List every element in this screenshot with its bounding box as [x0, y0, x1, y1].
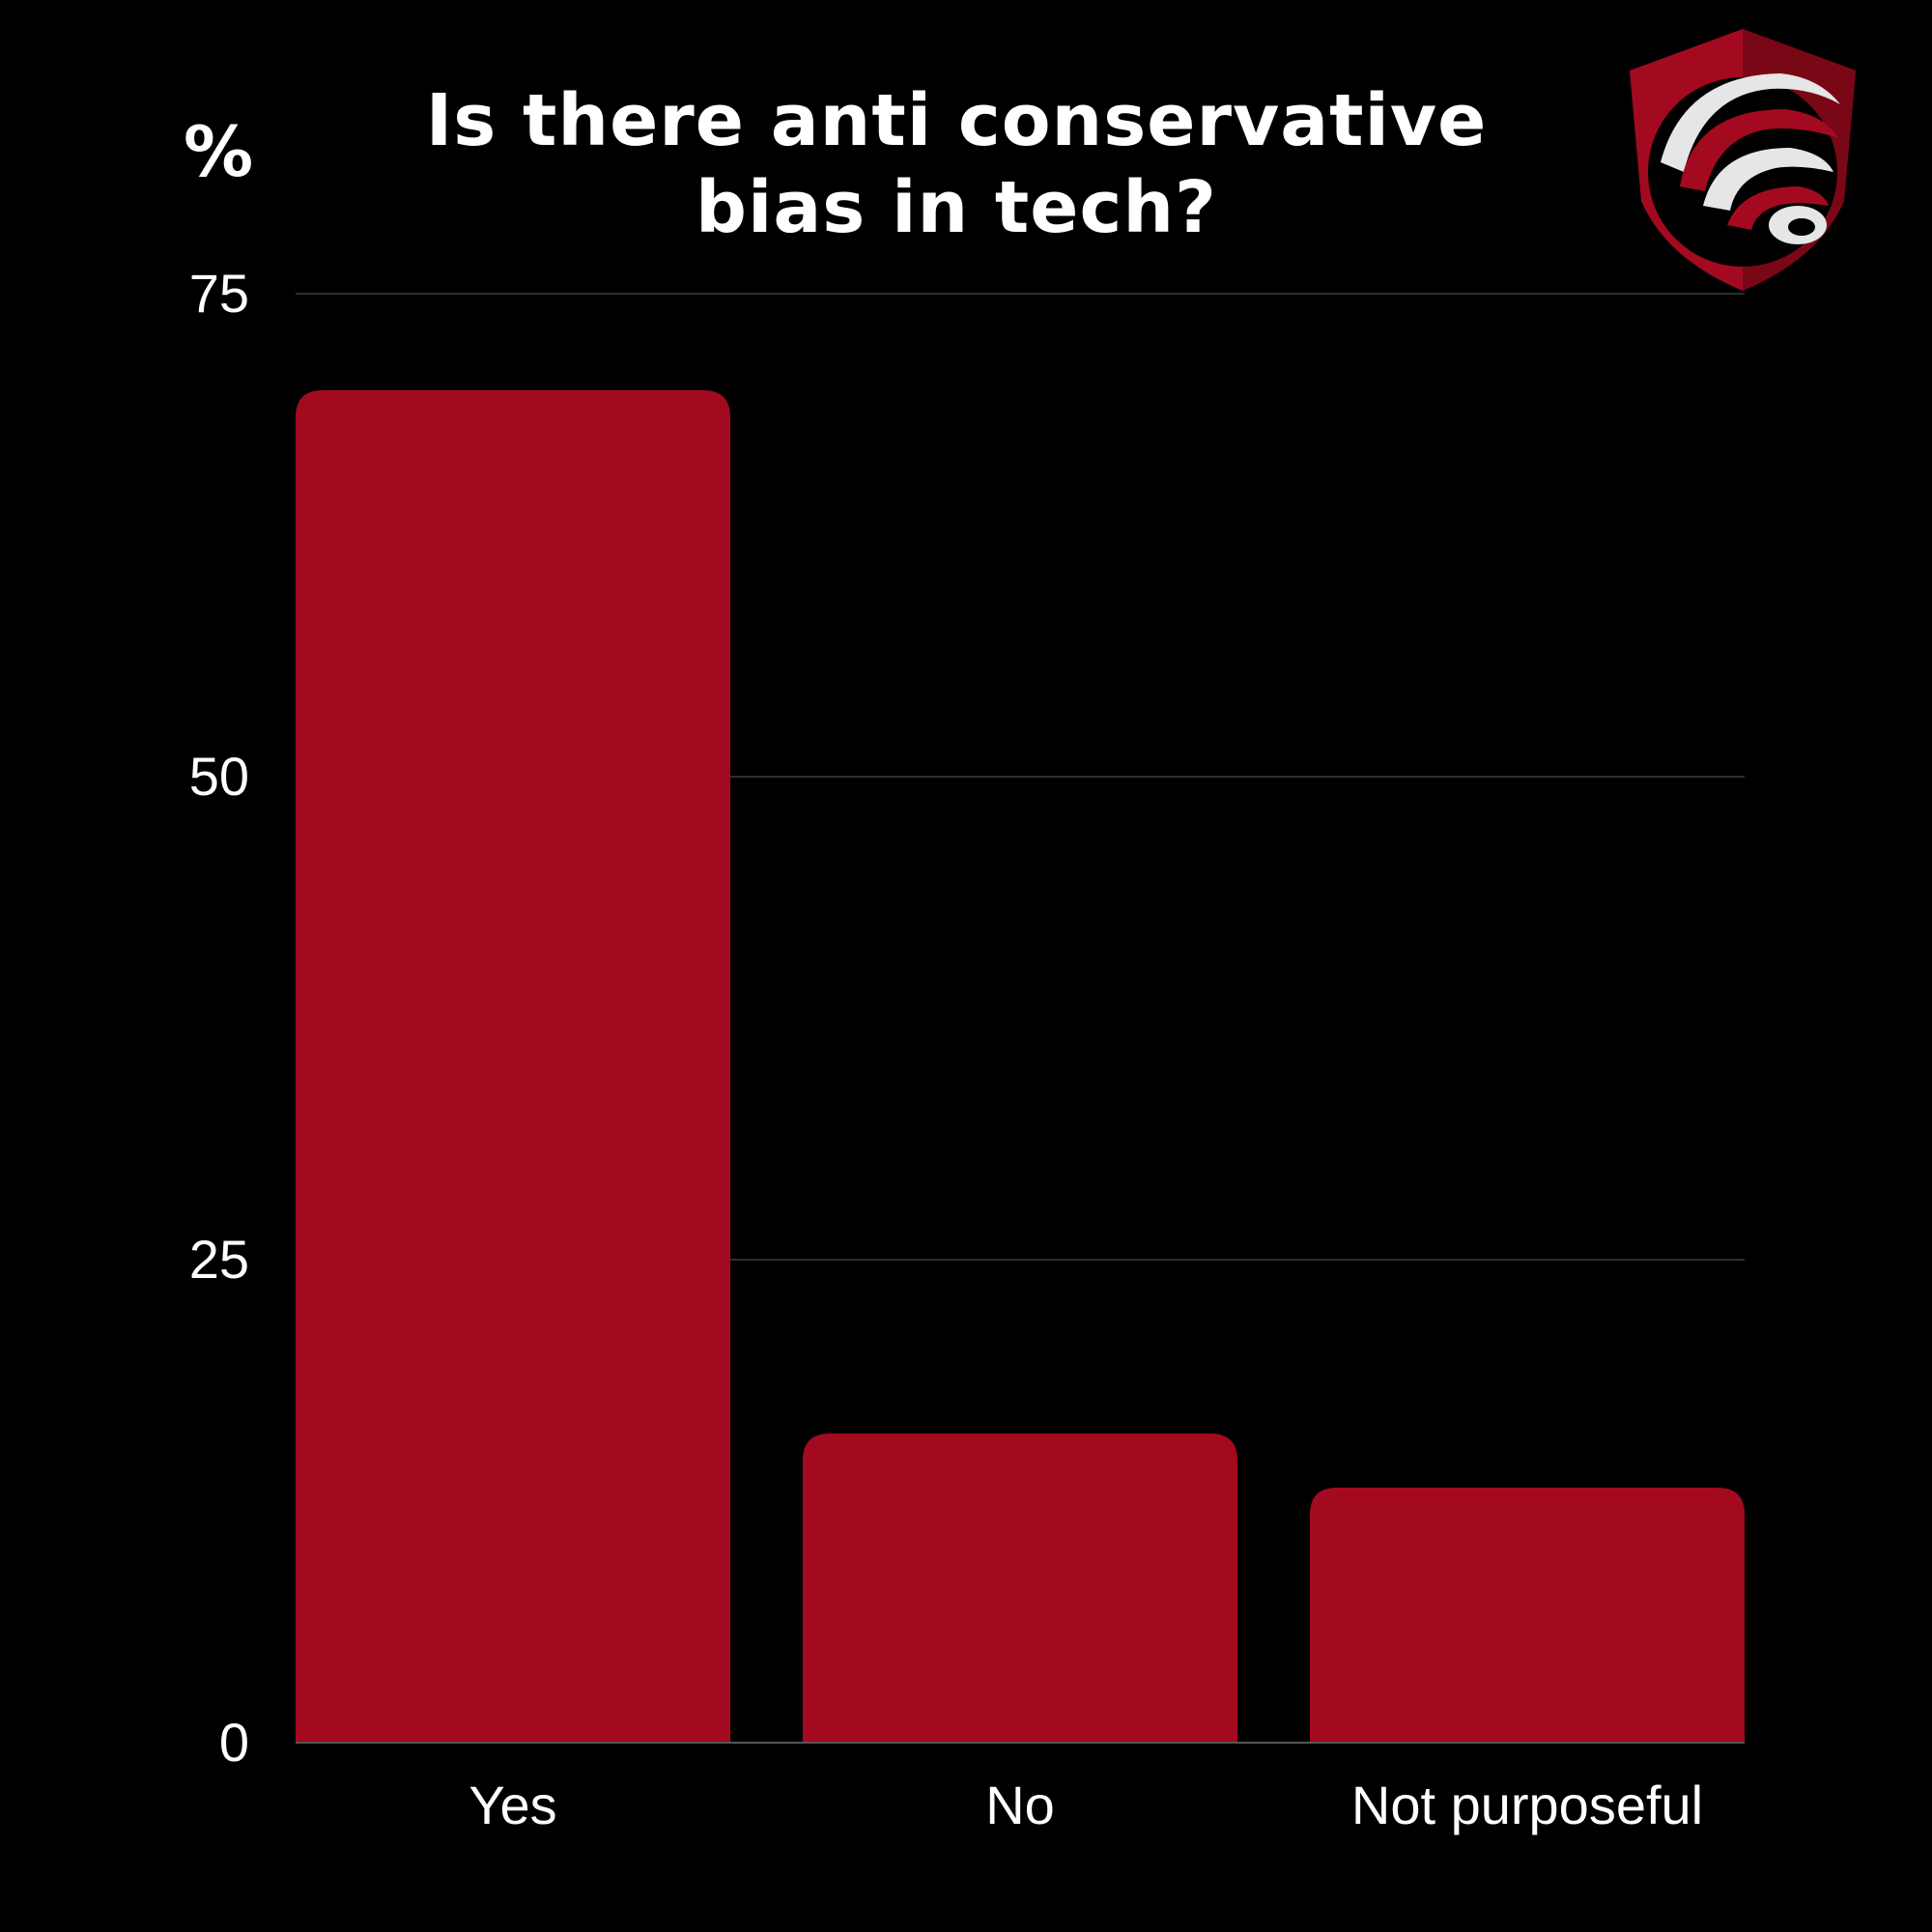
- x-tick-label: Not purposeful: [1351, 1775, 1703, 1835]
- x-tick-label: No: [985, 1775, 1055, 1835]
- shield-globe-logo-icon: [1630, 29, 1856, 291]
- bar: [803, 1434, 1237, 1743]
- y-tick-label: 50: [189, 746, 249, 807]
- chart-title: Is there anti conservative bias in tech?: [377, 77, 1536, 251]
- x-tick-label: Yes: [469, 1775, 556, 1835]
- chart-title-line-1: Is there anti conservative: [425, 79, 1488, 162]
- bar: [296, 390, 730, 1743]
- bar: [1310, 1488, 1745, 1743]
- y-tick-label: 25: [189, 1229, 249, 1290]
- y-tick-label: 0: [219, 1712, 249, 1773]
- y-tick-label: 75: [189, 263, 249, 324]
- y-axis-label: %: [184, 111, 254, 192]
- chart-title-line-2: bias in tech?: [696, 166, 1217, 249]
